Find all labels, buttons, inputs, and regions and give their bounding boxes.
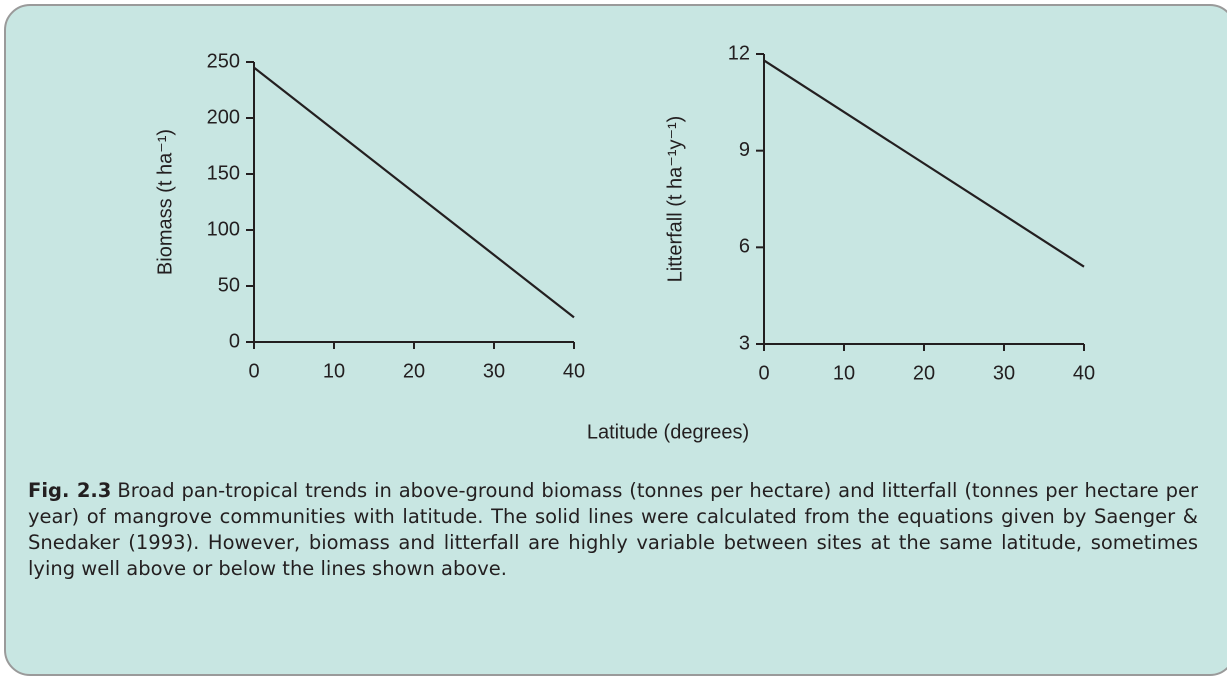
caption-label: Fig. 2.3 (28, 479, 112, 502)
x-tick-label: 20 (403, 360, 425, 382)
x-tick-label: 30 (483, 360, 505, 382)
caption-text: Broad pan-tropical trends in above-groun… (28, 479, 1198, 580)
data-line (253, 66, 575, 319)
x-axis-label: Latitude (degrees) (587, 421, 749, 443)
y-tick-label: 250 (207, 50, 240, 72)
figure-panel (4, 4, 1227, 676)
y-tick-label: 9 (739, 139, 750, 161)
y-axis-label: Litterfall (t ha⁻¹y⁻¹) (664, 116, 686, 283)
y-tick-label: 12 (728, 42, 750, 64)
caption: Fig. 2.3 Broad pan-tropical trends in abo… (28, 478, 1198, 582)
x-tick-label: 10 (323, 360, 345, 382)
data-line (763, 59, 1085, 268)
x-tick-label: 0 (248, 360, 259, 382)
y-tick-label: 0 (229, 330, 240, 352)
x-tick-label: 40 (1073, 362, 1095, 384)
x-tick-label: 20 (913, 362, 935, 384)
x-tick-label: 30 (993, 362, 1015, 384)
x-tick-label: 10 (833, 362, 855, 384)
y-tick-label: 200 (207, 106, 240, 128)
y-tick-label: 50 (218, 274, 240, 296)
y-tick-label: 3 (739, 332, 750, 354)
y-tick-label: 100 (207, 218, 240, 240)
y-axis-label: Biomass (t ha⁻¹) (154, 129, 176, 275)
y-tick-label: 150 (207, 162, 240, 184)
y-tick-label: 6 (739, 236, 750, 258)
x-tick-label: 40 (563, 360, 585, 382)
x-tick-label: 0 (758, 362, 769, 384)
